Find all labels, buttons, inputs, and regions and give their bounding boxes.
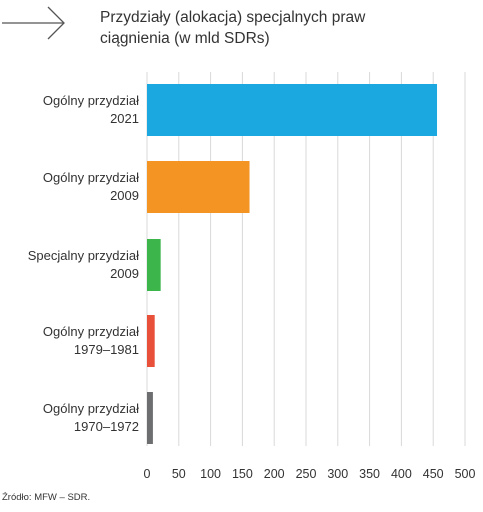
- chart-title: Przydziały (alokacja) specjalnych praw c…: [100, 7, 460, 49]
- x-tick-label: 400: [391, 467, 412, 481]
- x-tick-label: 300: [327, 467, 348, 481]
- x-tick-label: 450: [423, 467, 444, 481]
- x-tick-label: 500: [455, 467, 476, 481]
- category-label: Ogólny przydział: [43, 401, 139, 416]
- bar-chart: Ogólny przydział 2021 Ogólny przydział 2009…: [28, 72, 476, 481]
- bar: [147, 161, 250, 213]
- category-label: Ogólny przydział: [43, 170, 139, 185]
- bar: [147, 84, 438, 136]
- bar: [147, 392, 153, 444]
- x-tick-label: 0: [144, 467, 151, 481]
- x-tick-label: 150: [232, 467, 253, 481]
- chart-title-line-1: Przydziały (alokacja) specjalnych praw: [100, 9, 366, 26]
- bar: [147, 315, 155, 367]
- x-tick-label: 200: [264, 467, 285, 481]
- chart-title-line-2: ciągnienia (w mld SDRs): [100, 30, 270, 47]
- arrow-right-icon: [2, 6, 65, 40]
- x-tick-label: 250: [296, 467, 317, 481]
- x-tick-label: 100: [200, 467, 221, 481]
- category-label: Ogólny przydział: [43, 93, 139, 108]
- category-label: 1979–1981: [74, 342, 139, 357]
- category-label: 1970–1972: [74, 419, 139, 434]
- category-label: 2009: [110, 188, 139, 203]
- source-note: Źródło: MFW – SDR.: [2, 492, 91, 503]
- x-tick-label: 350: [359, 467, 380, 481]
- category-label: Ogólny przydział: [43, 324, 139, 339]
- x-tick-label: 50: [172, 467, 186, 481]
- bar: [147, 239, 161, 291]
- category-labels: Ogólny przydział 2021 Ogólny przydział 2009…: [28, 93, 139, 434]
- category-label: Specjalny przydział: [28, 248, 139, 263]
- category-label: 2009: [110, 266, 139, 281]
- x-axis-tick-labels: 0 50 100 150 200 250 300 350 400 450 500: [144, 467, 476, 481]
- bars: [147, 84, 438, 444]
- category-label: 2021: [110, 111, 139, 126]
